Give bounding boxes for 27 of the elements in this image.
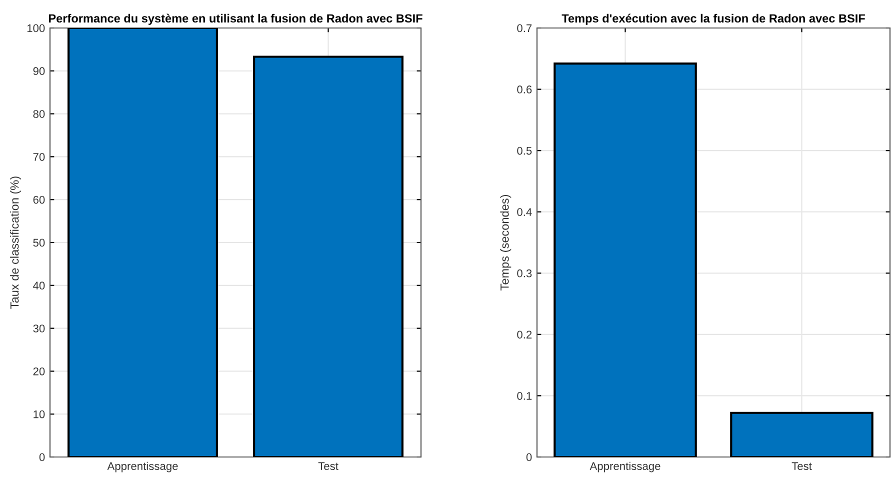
y-tick-label: 0	[39, 453, 45, 462]
y-tick-label: 40	[33, 282, 45, 290]
y-tick-label: 50	[33, 238, 45, 247]
y-tick-label: 70	[33, 152, 45, 161]
y-tick-label: 0.2	[517, 330, 532, 339]
x-tick-label: Test	[792, 462, 812, 470]
y-tick-label: 30	[33, 324, 45, 332]
y-tick-label: 0.4	[517, 208, 532, 216]
x-tick-label: Test	[318, 462, 338, 470]
y-tick-label: 0.5	[517, 146, 532, 155]
y-tick-label: 0	[526, 453, 532, 462]
y-tick-label: 0.7	[517, 24, 532, 32]
y-axis-title: Temps (secondes)	[500, 195, 512, 290]
y-tick-label: 0.1	[517, 392, 532, 400]
x-tick-label: Apprentissage	[107, 462, 178, 472]
y-tick-label: 100	[27, 24, 45, 32]
y-tick-label: 90	[33, 67, 45, 76]
chart-title: Performance du système en utilisant la fusion de Radon avec BSIF	[49, 14, 422, 25]
chart-title: Temps d'exécution avec la fusion de Radon avec BSIF	[562, 14, 865, 25]
y-tick-label: 60	[33, 196, 45, 204]
y-tick-label: 0.6	[517, 86, 532, 94]
y-tick-label: 80	[33, 110, 45, 118]
y-axis-title: Taux de classification (%)	[10, 176, 22, 309]
x-tick-label: Apprentissage	[590, 462, 660, 472]
y-tick-label: 10	[34, 410, 45, 418]
y-tick-label: 0.3	[517, 269, 532, 278]
y-tick-label: 20	[33, 367, 45, 376]
